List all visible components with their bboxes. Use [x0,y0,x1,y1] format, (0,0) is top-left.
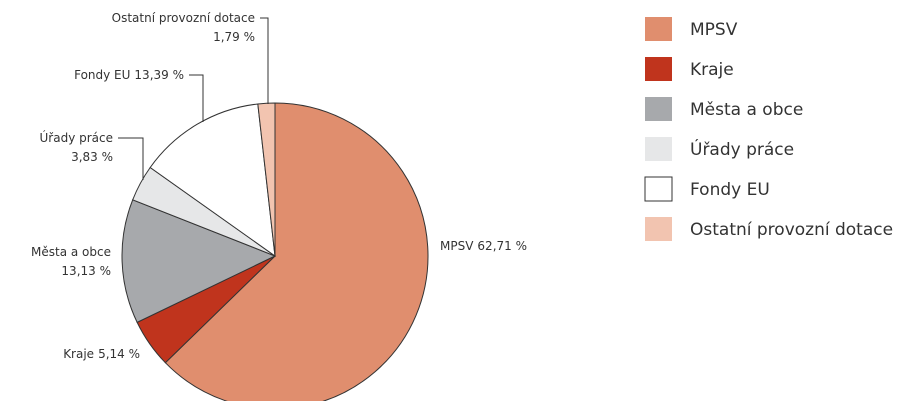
data-label-value: 13,13 % [61,264,111,278]
data-label-value: 62,71 % [477,239,527,253]
data-label: Kraje 5,14 % [63,347,140,361]
legend-swatch [644,176,673,202]
legend-label: MPSV [690,20,738,40]
leader-line [260,17,269,104]
legend-label: Ostatní provozní dotace [690,220,893,240]
data-label: MPSV 62,71 % [440,239,527,253]
data-label-name: Kraje [63,347,94,361]
pie-slice [149,103,276,258]
leader-line [118,137,144,180]
data-label: Města a obce 13,13 % [31,245,111,278]
legend-label: Úřady práce [690,138,794,160]
legend-swatch [645,57,672,81]
pie-slice [121,199,277,324]
legend-label: Fondy EU [690,180,770,200]
data-label: Ostatní provozní dotace 1,79 % [112,11,255,44]
data-label: Úřady práce 3,83 % [40,130,114,164]
leader-line [189,74,204,122]
legend-swatch [645,17,672,41]
data-label-name: Ostatní provozní dotace [112,11,255,25]
legend-label: Města a obce [690,100,803,120]
data-label: Fondy EU 13,39 % [74,68,184,82]
legend-swatch [645,137,672,161]
pie-slice [164,102,429,401]
legend-swatch [645,217,672,241]
legend-swatch [645,97,672,121]
pie-slice [257,102,276,257]
data-label-value: 13,39 % [134,68,184,82]
data-label-name: Úřady práce [40,130,114,145]
data-label-value: 1,79 % [213,30,255,44]
data-label-name: Fondy EU [74,68,130,82]
data-label-name: Města a obce [31,245,111,259]
data-label-value: 3,83 % [71,150,113,164]
legend-label: Kraje [690,60,734,80]
data-label-name: MPSV [440,239,474,253]
data-label-value: 5,14 % [98,347,140,361]
